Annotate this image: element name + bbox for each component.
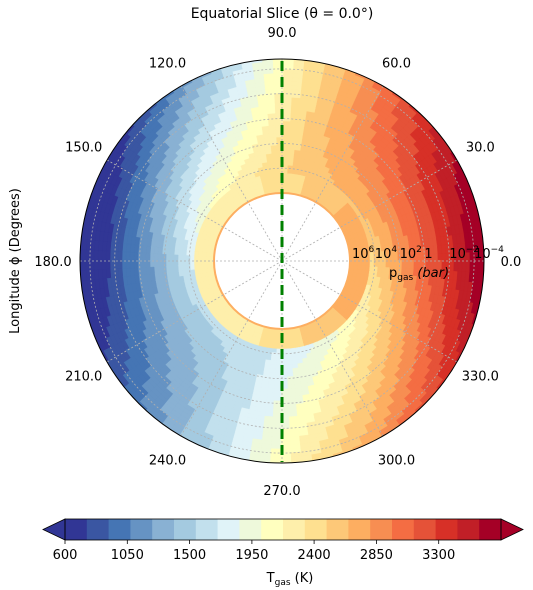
colorbar-tick-label: 600 (53, 548, 78, 563)
colorbar-segment (479, 519, 502, 540)
contour-cell (280, 59, 295, 62)
colorbar-segment (86, 519, 109, 540)
colorbar-segment (283, 519, 306, 540)
colorbar-segment (413, 519, 436, 540)
colorbar-segment (130, 519, 153, 540)
angular-tick-label: 90.0 (268, 26, 297, 41)
colorbar-tick-label: 3300 (422, 548, 455, 563)
radial-tick-labels: 106 104 102 1 10−210−4 (352, 245, 504, 262)
colorbar-segment (152, 519, 175, 540)
colorbar-tick-label: 2850 (360, 548, 393, 563)
contour-cell (269, 59, 284, 62)
angular-tick-label: 150.0 (65, 141, 102, 156)
colorbar-extend-high (500, 518, 524, 541)
colorbar-label: Tgas (K) (266, 571, 314, 588)
colorbar-segment (65, 519, 88, 540)
colorbar-extend-low (42, 518, 66, 541)
colorbar-segment (174, 519, 197, 540)
angular-tick-label: 330.0 (462, 370, 499, 385)
colorbar-segment (108, 519, 131, 540)
colorbar-segment (348, 519, 371, 540)
temperature-field (80, 59, 484, 463)
colorbar-tick-label: 1500 (173, 548, 206, 563)
angular-tick-label: 30.0 (466, 141, 495, 156)
colorbar-tick-label: 1050 (111, 548, 144, 563)
y-axis-label: Longitude ϕ (Degrees) (8, 188, 23, 334)
colorbar-segment (326, 519, 349, 540)
angular-tick-label: 60.0 (382, 57, 411, 72)
angular-tick-label: 0.0 (501, 255, 522, 270)
radial-tick-label: 1 (424, 247, 432, 262)
colorbar-segment (261, 519, 284, 540)
angular-tick-label: 120.0 (149, 57, 186, 72)
angular-tick-label: 240.0 (149, 453, 186, 468)
colorbar-segment (457, 519, 480, 540)
colorbar-segment (239, 519, 262, 540)
angular-tick-label: 300.0 (378, 453, 415, 468)
colorbar-segment (217, 519, 240, 540)
angular-tick-label: 210.0 (65, 370, 102, 385)
colorbar-segment (392, 519, 415, 540)
colorbar-tick-label: 1950 (235, 548, 268, 563)
colorbar: 600 1050 1500 1950 2400 2850 3300 (42, 518, 524, 563)
colorbar-tick-label: 2400 (298, 548, 331, 563)
colorbar-segment (435, 519, 458, 540)
colorbar-segment (195, 519, 218, 540)
chart-title: Equatorial Slice (θ = 0.0°) (191, 6, 374, 22)
angular-tick-label: 180.0 (34, 255, 71, 270)
contour-cell (481, 248, 484, 263)
angular-tick-label: 270.0 (263, 484, 300, 499)
colorbar-segment (370, 519, 393, 540)
colorbar-segment (304, 519, 327, 540)
